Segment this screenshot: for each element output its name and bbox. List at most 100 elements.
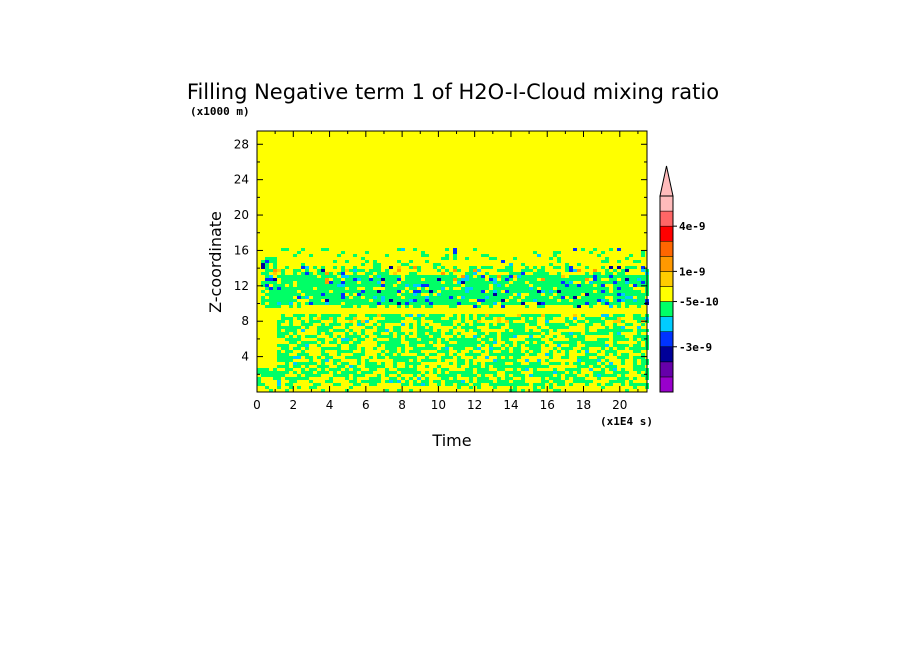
contour-cell bbox=[525, 332, 529, 335]
contour-cell bbox=[489, 290, 493, 293]
contour-cell bbox=[449, 380, 453, 383]
y-tick-label: 8 bbox=[241, 314, 249, 328]
contour-cell bbox=[593, 332, 597, 335]
contour-cell bbox=[453, 344, 457, 347]
contour-cell bbox=[569, 269, 573, 272]
contour-cell bbox=[277, 284, 281, 287]
contour-cell bbox=[509, 302, 513, 305]
contour-cell bbox=[305, 272, 309, 275]
contour-cell bbox=[405, 263, 409, 266]
contour-cell bbox=[361, 269, 365, 272]
contour-cell bbox=[409, 272, 413, 275]
contour-cell bbox=[409, 362, 413, 365]
contour-cell bbox=[341, 251, 345, 254]
contour-cell bbox=[597, 341, 601, 344]
contour-cell bbox=[385, 317, 389, 320]
contour-cell bbox=[621, 347, 625, 350]
contour-cell bbox=[461, 347, 465, 350]
contour-cell bbox=[509, 359, 513, 362]
contour-cell bbox=[369, 284, 373, 287]
contour-cell bbox=[545, 281, 549, 284]
contour-cell bbox=[433, 332, 437, 335]
contour-cell bbox=[617, 290, 621, 293]
contour-cell bbox=[569, 371, 573, 374]
contour-cell bbox=[613, 374, 617, 377]
contour-cell bbox=[605, 353, 609, 356]
contour-cell bbox=[525, 359, 529, 362]
contour-cell bbox=[533, 266, 537, 269]
contour-cell bbox=[477, 386, 481, 389]
contour-cell bbox=[517, 278, 521, 281]
contour-cell bbox=[421, 284, 425, 287]
contour-cell bbox=[461, 341, 465, 344]
contour-cell bbox=[465, 281, 469, 284]
contour-cell bbox=[525, 284, 529, 287]
contour-cell bbox=[545, 353, 549, 356]
contour-cell bbox=[293, 377, 297, 380]
contour-cell bbox=[561, 299, 565, 302]
contour-cell bbox=[477, 353, 481, 356]
contour-cell bbox=[433, 299, 437, 302]
contour-cell bbox=[353, 332, 357, 335]
contour-cell bbox=[265, 257, 269, 260]
contour-cell bbox=[489, 257, 493, 260]
contour-cell bbox=[485, 380, 489, 383]
contour-cell bbox=[537, 332, 541, 335]
contour-cell bbox=[325, 380, 329, 383]
contour-cell bbox=[605, 332, 609, 335]
contour-cell bbox=[441, 320, 445, 323]
contour-cell bbox=[397, 284, 401, 287]
contour-cell bbox=[421, 281, 425, 284]
contour-cell bbox=[445, 296, 449, 299]
contour-cell bbox=[533, 332, 537, 335]
contour-cell bbox=[413, 287, 417, 290]
contour-cell bbox=[373, 338, 377, 341]
contour-cell bbox=[409, 278, 413, 281]
contour-cell bbox=[285, 326, 289, 329]
contour-cell bbox=[573, 275, 577, 278]
contour-cell bbox=[421, 353, 425, 356]
contour-cell bbox=[353, 275, 357, 278]
contour-cell bbox=[553, 254, 557, 257]
contour-cell bbox=[373, 323, 377, 326]
contour-cell bbox=[613, 371, 617, 374]
contour-cell bbox=[585, 359, 589, 362]
contour-cell bbox=[433, 284, 437, 287]
contour-cell bbox=[601, 275, 605, 278]
contour-cell bbox=[281, 356, 285, 359]
contour-cell bbox=[565, 317, 569, 320]
contour-cell bbox=[613, 380, 617, 383]
contour-cell bbox=[549, 350, 553, 353]
contour-cell bbox=[445, 377, 449, 380]
contour-cell bbox=[621, 326, 625, 329]
contour-cell bbox=[485, 254, 489, 257]
contour-cell bbox=[425, 383, 429, 386]
contour-cell bbox=[553, 335, 557, 338]
contour-cell bbox=[405, 293, 409, 296]
contour-cell bbox=[557, 374, 561, 377]
contour-cell bbox=[309, 299, 313, 302]
contour-cell bbox=[601, 281, 605, 284]
contour-cell bbox=[613, 278, 617, 281]
contour-cell bbox=[465, 296, 469, 299]
contour-cell bbox=[637, 296, 641, 299]
contour-cell bbox=[385, 335, 389, 338]
contour-cell bbox=[289, 281, 293, 284]
contour-cell bbox=[565, 332, 569, 335]
contour-cell bbox=[305, 269, 309, 272]
contour-cell bbox=[601, 314, 605, 317]
contour-cell bbox=[557, 290, 561, 293]
contour-cell bbox=[597, 317, 601, 320]
contour-cell bbox=[341, 350, 345, 353]
contour-cell bbox=[601, 320, 605, 323]
contour-cell bbox=[277, 302, 281, 305]
contour-cell bbox=[529, 320, 533, 323]
contour-cell bbox=[605, 290, 609, 293]
contour-cell bbox=[517, 272, 521, 275]
contour-cell bbox=[461, 281, 465, 284]
contour-cell bbox=[337, 287, 341, 290]
contour-cell bbox=[261, 290, 265, 293]
contour-cell bbox=[573, 362, 577, 365]
contour-cell bbox=[545, 329, 549, 332]
contour-cell bbox=[365, 314, 369, 317]
